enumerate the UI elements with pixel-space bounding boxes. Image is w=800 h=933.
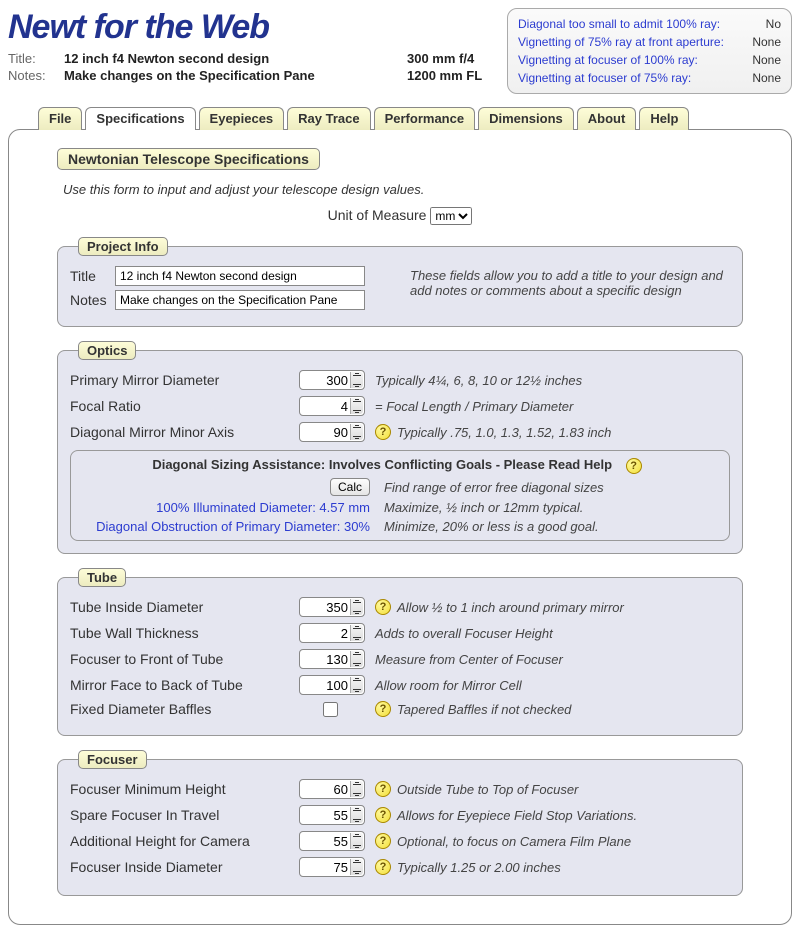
project-notes-label: Notes (70, 292, 115, 308)
optics-primary-hint: Typically 4¼, 6, 8, 10 or 12½ inches (375, 373, 730, 388)
optics-group: Optics Primary Mirror Diameter Typically… (57, 341, 743, 554)
tube-inside-input[interactable] (299, 597, 365, 617)
unit-label: Unit of Measure (328, 207, 427, 223)
optics-diagonal-input[interactable] (299, 422, 365, 442)
tab-ray-trace[interactable]: Ray Trace (287, 107, 370, 130)
focuser-id-hint: Typically 1.25 or 2.00 inches (397, 860, 730, 875)
calc-hint: Find range of error free diagonal sizes (384, 480, 604, 495)
focuser-spare-input[interactable] (299, 805, 365, 825)
project-desc: These fields allow you to add a title to… (410, 266, 730, 314)
obstr-link[interactable]: Diagonal Obstruction of Primary Diameter… (96, 519, 370, 534)
help-icon[interactable]: ? (626, 458, 642, 474)
optics-diagonal-label: Diagonal Mirror Minor Axis (70, 424, 295, 440)
panel-legend: Newtonian Telescope Specifications (57, 148, 320, 170)
tube-inside-label: Tube Inside Diameter (70, 599, 295, 615)
focuser-min-input[interactable] (299, 779, 365, 799)
tube-back-hint: Allow room for Mirror Cell (375, 678, 730, 693)
help-icon[interactable]: ? (375, 424, 391, 440)
status-label: Vignetting of 75% ray at front aperture: (518, 33, 724, 51)
optics-focal-label: Focal Ratio (70, 398, 295, 414)
focuser-legend: Focuser (78, 750, 147, 769)
project-title-input[interactable] (115, 266, 365, 286)
focuser-id-label: Focuser Inside Diameter (70, 859, 295, 875)
help-icon[interactable]: ? (375, 701, 391, 717)
optics-primary-input[interactable] (299, 370, 365, 390)
panel-instruction: Use this form to input and adjust your t… (63, 182, 743, 197)
optics-legend: Optics (78, 341, 136, 360)
help-icon[interactable]: ? (375, 833, 391, 849)
focuser-id-input[interactable] (299, 857, 365, 877)
tube-front-input[interactable] (299, 649, 365, 669)
diag-title: Diagonal Sizing Assistance: Involves Con… (152, 457, 612, 472)
header-spec1: 300 mm f/4 (407, 51, 507, 66)
focuser-group: Focuser Focuser Minimum Height ? Outside… (57, 750, 743, 896)
app-title: Newt for the Web (8, 8, 507, 47)
illum-link[interactable]: 100% Illuminated Diameter: 4.57 mm (156, 500, 370, 515)
diagonal-assistance: Diagonal Sizing Assistance: Involves Con… (70, 450, 730, 541)
focuser-cam-hint: Optional, to focus on Camera Film Plane (397, 834, 730, 849)
baffles-checkbox[interactable] (323, 702, 338, 717)
illum-hint: Maximize, ½ inch or 12mm typical. (384, 500, 583, 515)
status-value: None (752, 33, 781, 51)
status-value: No (766, 15, 781, 33)
help-icon[interactable]: ? (375, 781, 391, 797)
optics-primary-label: Primary Mirror Diameter (70, 372, 295, 388)
status-label: Vignetting at focuser of 75% ray: (518, 69, 691, 87)
project-legend: Project Info (78, 237, 168, 256)
tube-inside-hint: Allow ½ to 1 inch around primary mirror (397, 600, 730, 615)
tab-bar: File Specifications Eyepieces Ray Trace … (8, 107, 792, 130)
tube-front-label: Focuser to Front of Tube (70, 651, 295, 667)
status-value: None (752, 69, 781, 87)
tube-wall-label: Tube Wall Thickness (70, 625, 295, 641)
status-box: Diagonal too small to admit 100% ray:No … (507, 8, 792, 94)
header-spec2: 1200 mm FL (407, 68, 507, 83)
unit-select[interactable]: mm (430, 207, 472, 225)
help-icon[interactable]: ? (375, 807, 391, 823)
help-icon[interactable]: ? (375, 859, 391, 875)
project-notes-input[interactable] (115, 290, 365, 310)
tab-specifications[interactable]: Specifications (85, 107, 195, 130)
status-label: Diagonal too small to admit 100% ray: (518, 15, 720, 33)
optics-focal-hint: = Focal Length / Primary Diameter (375, 399, 730, 414)
focuser-cam-label: Additional Height for Camera (70, 833, 295, 849)
project-info-group: Project Info Title Notes These fields al… (57, 237, 743, 327)
focuser-min-hint: Outside Tube to Top of Focuser (397, 782, 730, 797)
focuser-spare-hint: Allows for Eyepiece Field Stop Variation… (397, 808, 730, 823)
tube-wall-input[interactable] (299, 623, 365, 643)
focuser-min-label: Focuser Minimum Height (70, 781, 295, 797)
header-notes-value: Make changes on the Specification Pane (64, 68, 401, 83)
focuser-cam-input[interactable] (299, 831, 365, 851)
header-notes-label: Notes: (8, 68, 58, 83)
project-title-label: Title (70, 268, 115, 284)
tab-dimensions[interactable]: Dimensions (478, 107, 574, 130)
focuser-spare-label: Spare Focuser In Travel (70, 807, 295, 823)
header-title-label: Title: (8, 51, 58, 66)
status-label: Vignetting at focuser of 100% ray: (518, 51, 698, 69)
optics-focal-input[interactable] (299, 396, 365, 416)
header-title-value: 12 inch f4 Newton second design (64, 51, 401, 66)
tube-back-input[interactable] (299, 675, 365, 695)
status-value: None (752, 51, 781, 69)
tube-legend: Tube (78, 568, 126, 587)
tube-front-hint: Measure from Center of Focuser (375, 652, 730, 667)
baffles-label: Fixed Diameter Baffles (70, 701, 295, 717)
obstr-hint: Minimize, 20% or less is a good goal. (384, 519, 599, 534)
tab-file[interactable]: File (38, 107, 82, 130)
optics-diagonal-hint: Typically .75, 1.0, 1.3, 1.52, 1.83 inch (397, 425, 730, 440)
tube-wall-hint: Adds to overall Focuser Height (375, 626, 730, 641)
tab-eyepieces[interactable]: Eyepieces (199, 107, 285, 130)
calc-button[interactable]: Calc (330, 478, 370, 496)
tube-group: Tube Tube Inside Diameter ? Allow ½ to 1… (57, 568, 743, 736)
tab-about[interactable]: About (577, 107, 637, 130)
tab-help[interactable]: Help (639, 107, 689, 130)
help-icon[interactable]: ? (375, 599, 391, 615)
tube-back-label: Mirror Face to Back of Tube (70, 677, 295, 693)
baffles-hint: Tapered Baffles if not checked (397, 702, 730, 717)
main-panel: Newtonian Telescope Specifications Use t… (8, 129, 792, 925)
tab-performance[interactable]: Performance (374, 107, 475, 130)
